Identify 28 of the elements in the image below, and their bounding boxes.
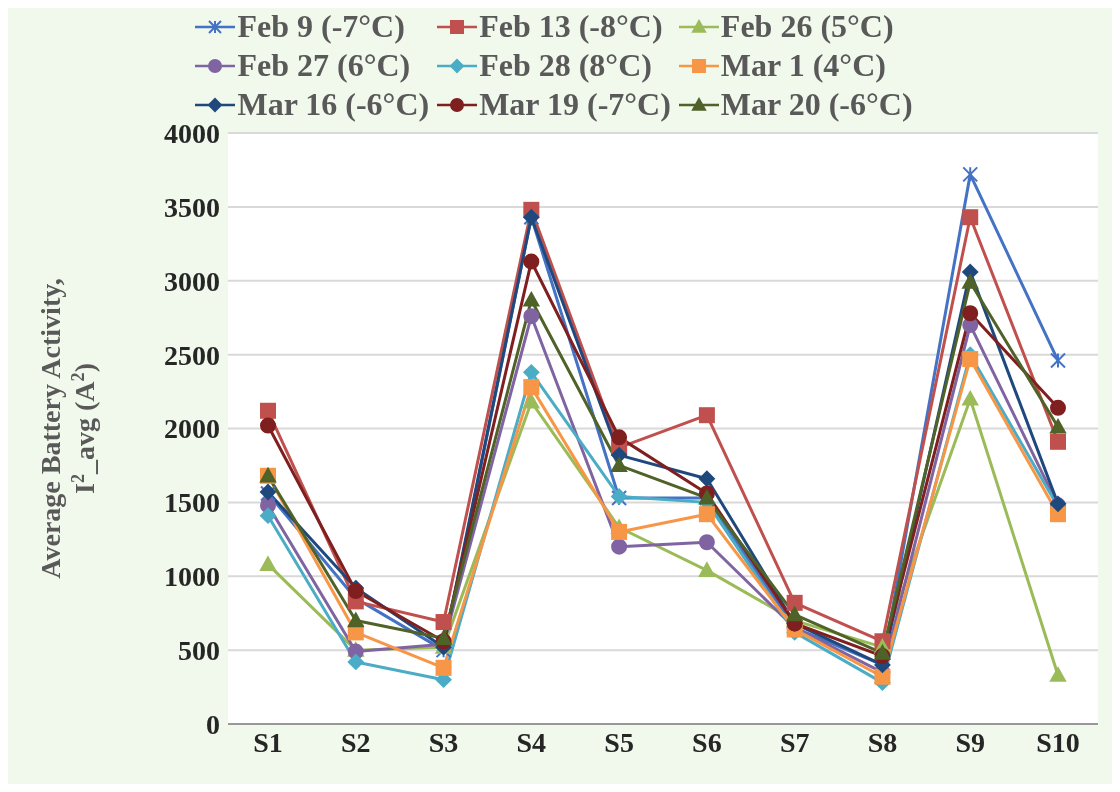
y-tick-label: 2000 — [164, 413, 220, 445]
y-tick-label: 3500 — [164, 191, 220, 223]
x-tick-label: S3 — [428, 726, 459, 758]
x-tick-label: S8 — [867, 726, 898, 758]
legend-label: Mar 16 (-6°C) — [237, 86, 430, 123]
legend-label: Feb 27 (6°C) — [237, 47, 411, 84]
x-tick-label: S2 — [340, 726, 371, 758]
x-tick-label: S6 — [692, 726, 722, 758]
y-tick-label: 500 — [178, 635, 220, 667]
y-tick-label: 0 — [206, 708, 220, 740]
y-tick-label: 1500 — [164, 487, 220, 519]
legend-label: Feb 13 (-8°C) — [479, 8, 663, 45]
x-tick-label: S10 — [1036, 726, 1080, 758]
legend-label: Mar 1 (4°C) — [720, 47, 886, 84]
y-tick-label: 4000 — [164, 117, 220, 149]
legend-label: Feb 26 (5°C) — [720, 8, 894, 45]
x-tick-label: S5 — [604, 726, 634, 758]
y-tick-label: 2500 — [164, 339, 220, 371]
y-tick-label: 3000 — [164, 265, 220, 297]
x-tick-label: S9 — [955, 726, 986, 758]
legend-label: Mar 19 (-7°C) — [479, 86, 671, 123]
x-tick-label: S1 — [253, 726, 283, 758]
legend-label: Feb 9 (-7°C) — [237, 8, 405, 45]
y-tick-label: 1000 — [164, 561, 220, 593]
x-tick-label: S7 — [779, 726, 810, 758]
legend-label: Mar 20 (-6°C) — [720, 86, 913, 123]
legend-label: Feb 28 (8°C) — [479, 47, 652, 84]
x-tick-label: S4 — [516, 726, 547, 758]
